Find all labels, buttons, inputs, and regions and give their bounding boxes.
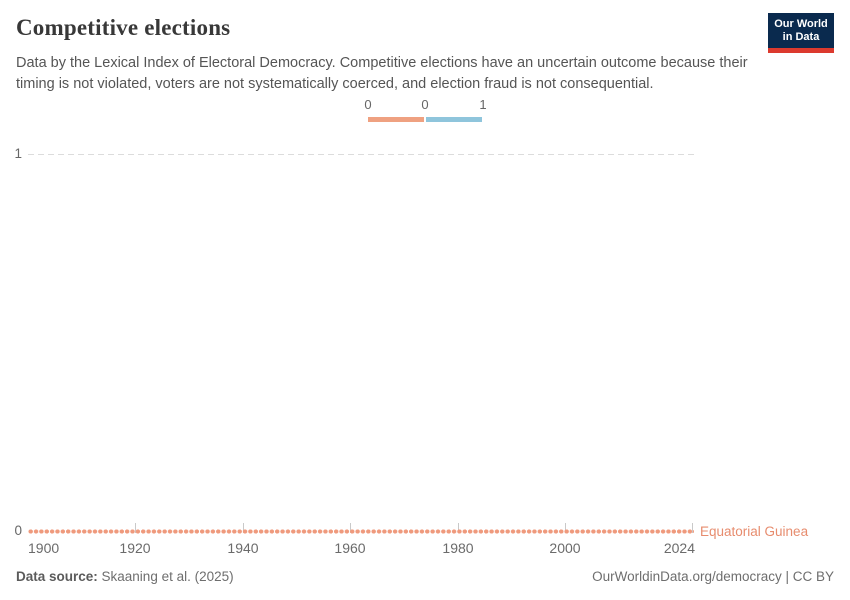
x-axis-label-1960: 1960: [334, 540, 366, 556]
x-axis-tick-2000: [565, 523, 566, 533]
x-axis-tick-1940: [243, 523, 244, 533]
data-source-label: Data source:: [16, 569, 98, 584]
x-axis-tick-1980: [458, 523, 459, 533]
x-axis-label-2024: 2024: [663, 540, 695, 556]
data-source-value: Skaaning et al. (2025): [97, 569, 234, 584]
x-axis-tick-1960: [350, 523, 351, 533]
logo-line-2: in Data: [782, 30, 820, 43]
legend-tick-label-1: 0: [421, 97, 429, 112]
entity-label[interactable]: Equatorial Guinea: [700, 524, 809, 539]
x-axis-label-1980: 1980: [442, 540, 474, 556]
legend-bin-value-1[interactable]: [426, 117, 482, 122]
owid-logo[interactable]: Our World in Data: [768, 13, 834, 53]
legend-tick-label-2: 1: [479, 97, 487, 112]
data-series-line-equatorial-guinea[interactable]: [28, 529, 694, 534]
logo-line-1: Our World: [774, 17, 828, 30]
x-axis-tick-1920: [135, 523, 136, 533]
x-axis-label-2000: 2000: [549, 540, 581, 556]
page-title: Competitive elections: [16, 15, 231, 40]
legend-bin-value-0[interactable]: [368, 117, 424, 122]
x-axis-tick-2024: [692, 523, 693, 533]
x-axis-label-1900: 1900: [28, 540, 60, 556]
data-source: Data source: Skaaning et al. (2025): [16, 569, 234, 584]
chart-subtitle: Data by the Lexical Index of Electoral D…: [16, 55, 748, 92]
x-axis-label-1940: 1940: [227, 540, 259, 556]
owid-license-link[interactable]: OurWorldinData.org/democracy | CC BY: [592, 569, 834, 584]
gridline-y1: [28, 154, 695, 155]
y-axis-label-1: 1: [14, 146, 22, 161]
y-axis-label-0: 0: [14, 523, 22, 538]
x-axis-label-1920: 1920: [119, 540, 151, 556]
legend-tick-label-0: 0: [364, 97, 372, 112]
